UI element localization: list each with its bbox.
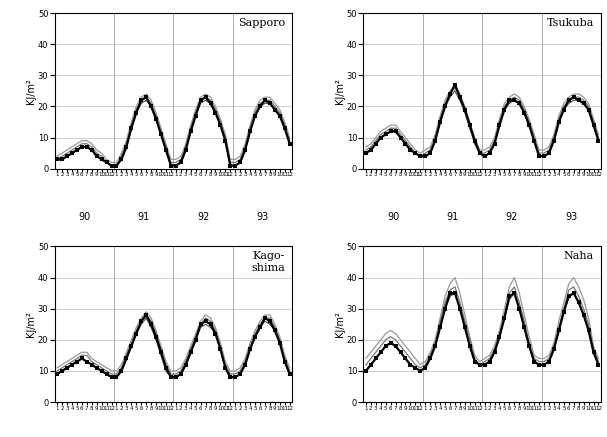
- Text: Tsukuba: Tsukuba: [546, 18, 594, 28]
- Text: 93: 93: [256, 212, 268, 222]
- Text: 90: 90: [78, 212, 90, 222]
- Text: 90: 90: [387, 212, 399, 222]
- Y-axis label: KJ/m²: KJ/m²: [335, 311, 345, 337]
- Text: 92: 92: [506, 212, 518, 222]
- Text: Sapporo: Sapporo: [238, 18, 285, 28]
- Text: 91: 91: [446, 212, 459, 222]
- Text: 91: 91: [138, 212, 150, 222]
- Y-axis label: KJ/m²: KJ/m²: [26, 78, 36, 104]
- Y-axis label: KJ/m²: KJ/m²: [26, 311, 36, 337]
- Text: Kago-
shima: Kago- shima: [251, 251, 285, 273]
- Y-axis label: KJ/m²: KJ/m²: [335, 78, 345, 104]
- Text: 93: 93: [565, 212, 577, 222]
- Text: Naha: Naha: [563, 251, 594, 261]
- Text: 92: 92: [197, 212, 209, 222]
